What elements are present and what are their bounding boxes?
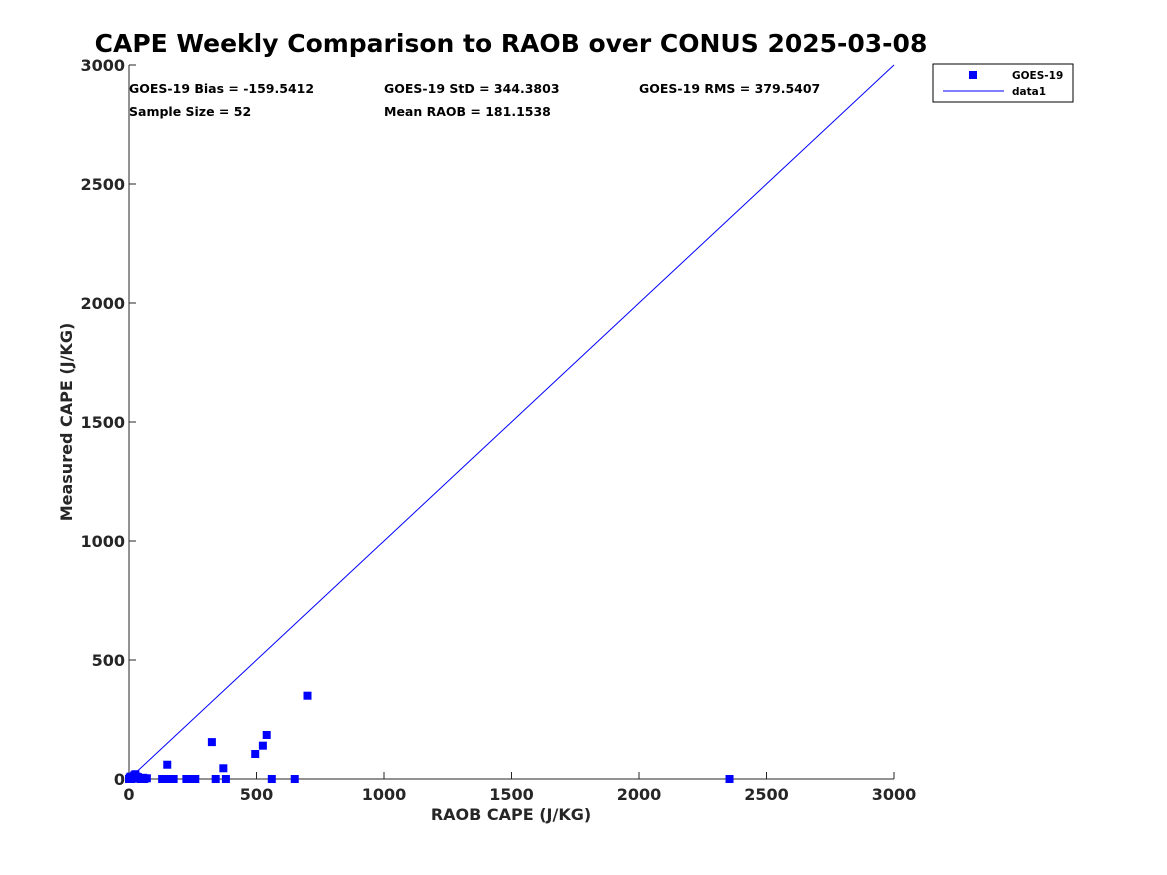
scatter-point: [725, 775, 734, 783]
x-tick-label: 500: [240, 785, 273, 804]
y-tick-label: 1500: [80, 413, 125, 432]
reference-line-data1: [128, 64, 895, 780]
y-tick-label: 500: [92, 651, 125, 670]
scatter-point: [211, 775, 220, 783]
stats-annotations: GOES-19 Bias = -159.5412 GOES-19 StD = 3…: [129, 81, 820, 119]
chart-title: CAPE Weekly Comparison to RAOB over CONU…: [95, 29, 928, 58]
x-axis-label: RAOB CAPE (J/KG): [431, 805, 591, 824]
legend-box: [932, 63, 1074, 103]
x-tick-label: 2000: [617, 785, 662, 804]
scatter-point: [169, 775, 178, 783]
y-tick-label: 1000: [80, 532, 125, 551]
y-tick-label: 0: [114, 770, 125, 789]
y-tick-label: 2000: [80, 294, 125, 313]
stat-sample-size: Sample Size = 52: [129, 104, 251, 119]
scatter-point: [267, 775, 276, 783]
x-tick-label: 1500: [489, 785, 534, 804]
legend-label-goes19: GOES-19: [1012, 70, 1063, 82]
stat-bias: GOES-19 Bias = -159.5412: [129, 81, 314, 96]
scatter-point: [207, 738, 216, 747]
scatter-point: [182, 775, 191, 783]
scatter-point: [251, 750, 260, 759]
x-tick-label: 3000: [872, 785, 917, 804]
x-tick-label: 0: [123, 785, 134, 804]
scatter-point: [303, 691, 312, 700]
y-tick-label: 2500: [80, 175, 125, 194]
stat-rms: GOES-19 RMS = 379.5407: [639, 81, 820, 96]
scatter-point: [219, 764, 228, 773]
y-axis-label: Measured CAPE (J/KG): [57, 323, 76, 522]
legend-marker-goes19: [969, 71, 977, 79]
stat-std: GOES-19 StD = 344.3803: [384, 81, 560, 96]
x-tick-label: 2500: [744, 785, 789, 804]
stat-mean-raob: Mean RAOB = 181.1538: [384, 104, 551, 119]
y-tick-label: 3000: [80, 56, 125, 75]
scatter-point: [221, 775, 230, 783]
x-tick-label: 1000: [362, 785, 407, 804]
plot-area: [125, 64, 895, 783]
scatter-point: [191, 775, 200, 783]
scatter-point: [290, 775, 299, 783]
legend: GOES-19 data1: [932, 63, 1074, 103]
scatter-point: [163, 760, 172, 769]
scatter-point: [142, 774, 151, 783]
scatter-point: [258, 741, 267, 750]
scatter-point: [262, 730, 271, 739]
tick-labels: 0 500 1000 1500 2000 2500 3000 0 500 1000 1500 2000…: [80, 56, 916, 804]
axes: [128, 64, 895, 780]
legend-label-data1: data1: [1012, 86, 1046, 98]
